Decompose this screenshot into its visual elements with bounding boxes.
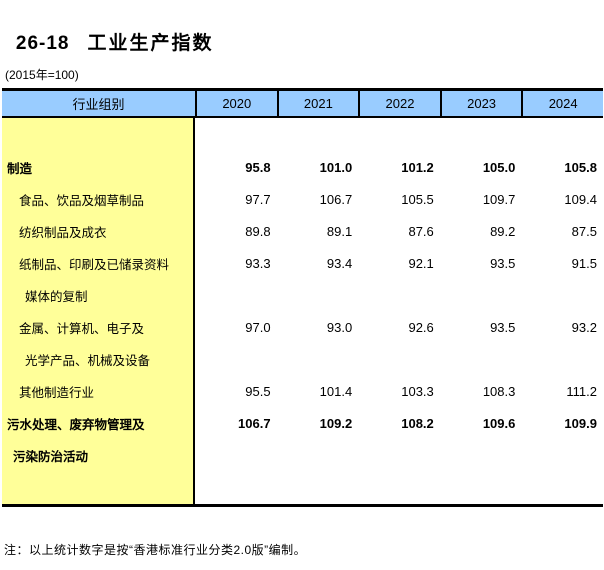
value-cell: 111.2	[566, 383, 597, 399]
value-cell: 93.4	[326, 255, 353, 271]
row-label-cell: 食品、饮品及烟草制品	[2, 183, 195, 215]
table-header-row: 行业组别 2020 2021 2022 2023 2024	[2, 91, 603, 118]
value-cell: 109.6	[482, 415, 516, 431]
column-header-year-2021: 2021	[276, 91, 359, 116]
spacer-row	[2, 118, 603, 151]
table-row-other-manufacturing: 其他制造行业 95.5 101.4 103.3 108.3 111.2	[2, 375, 603, 407]
column-header-year-2022: 2022	[358, 91, 440, 116]
row-label: 其他制造行业	[19, 385, 95, 400]
value-cell: 89.1	[326, 223, 353, 239]
value-cell: 106.7	[238, 415, 271, 431]
value-cell: 93.5	[490, 319, 516, 335]
value-cell: 95.5	[245, 383, 271, 399]
value-cell: 109.4	[564, 191, 597, 207]
value-cell: 93.0	[326, 319, 353, 335]
row-label: 纸制品、印刷及已储录资料	[19, 257, 170, 272]
value-cell: 105.8	[564, 159, 597, 175]
table-number: 26-18	[15, 33, 70, 54]
row-label: 食品、饮品及烟草制品	[19, 193, 145, 208]
footnote: 注：以上统计数字是按“香港标准行业分类2.0版”编制。	[4, 543, 307, 557]
page-title: 26-18 工业生产指数	[7, 10, 214, 55]
column-header-industry-group: 行业组别	[72, 97, 125, 112]
row-label-continuation: 污染防治活动	[13, 449, 89, 464]
value-cell: 91.5	[571, 255, 597, 271]
value-cell: 89.8	[245, 223, 271, 239]
value-cell: 92.6	[408, 319, 434, 335]
value-cell: 92.1	[408, 255, 434, 271]
value-cell: 97.0	[245, 319, 271, 335]
row-label: 纺织制品及成衣	[19, 225, 107, 240]
industrial-production-index-table: 行业组别 2020 2021 2022 2023 2024 制造 95.8 10…	[2, 88, 603, 507]
value-cell: 105.5	[401, 191, 434, 207]
row-label: 制造	[7, 161, 33, 176]
row-label-cell: 制造	[2, 151, 195, 183]
row-label-continuation: 媒体的复制	[25, 289, 88, 304]
base-period-subtitle: (2015年=100)	[5, 68, 79, 82]
row-label-cell: 金属、计算机、电子及 光学产品、机械及设备	[2, 311, 195, 375]
value-cell: 95.8	[245, 159, 271, 175]
value-cell: 108.3	[482, 383, 516, 399]
value-cell: 101.2	[401, 159, 434, 175]
value-cell: 97.7	[245, 191, 271, 207]
column-header-year-2023: 2023	[439, 91, 522, 116]
value-cell: 101.0	[319, 159, 353, 175]
table-row-food-beverages-tobacco: 食品、饮品及烟草制品 97.7 106.7 105.5 109.7 109.4	[2, 183, 603, 215]
value-cell: 109.7	[482, 191, 516, 207]
label-column-spacer	[2, 471, 195, 504]
row-label-cell: 纸制品、印刷及已储录资料 媒体的复制	[2, 247, 195, 311]
table-title-text: 工业生产指数	[87, 33, 214, 54]
value-cell: 87.5	[571, 223, 597, 239]
row-label-cell: 污水处理、废弃物管理及 污染防治活动	[2, 407, 195, 471]
table-row-sewerage-waste-management: 污水处理、废弃物管理及 污染防治活动 106.7 109.2 108.2 109…	[2, 407, 603, 471]
value-cell: 89.2	[490, 223, 516, 239]
value-cell: 109.9	[564, 415, 597, 431]
value-cell: 87.6	[408, 223, 434, 239]
value-cell: 109.2	[319, 415, 353, 431]
value-cell: 103.3	[401, 383, 434, 399]
row-label: 金属、计算机、电子及	[19, 321, 145, 336]
table-body: 制造 95.8 101.0 101.2 105.0 105.8 食品、饮品及烟草…	[2, 118, 603, 504]
value-cell: 106.7	[319, 191, 353, 207]
table-row-paper-printing-recorded-media: 纸制品、印刷及已储录资料 媒体的复制 93.3 93.4 92.1 93.5 9…	[2, 247, 603, 311]
label-column-spacer	[2, 118, 195, 151]
value-cell: 101.4	[319, 383, 353, 399]
table-row-metal-computer-electronics: 金属、计算机、电子及 光学产品、机械及设备 97.0 93.0 92.6 93.…	[2, 311, 603, 375]
table-row-textiles-wearing-apparel: 纺织制品及成衣 89.8 89.1 87.6 89.2 87.5	[2, 215, 603, 247]
row-label-cell: 其他制造行业	[2, 375, 195, 407]
row-label: 污水处理、废弃物管理及	[7, 417, 145, 432]
row-label-cell: 纺织制品及成衣	[2, 215, 195, 247]
spacer-row	[2, 471, 603, 504]
value-cell: 105.0	[482, 159, 516, 175]
table-row-manufacturing: 制造 95.8 101.0 101.2 105.0 105.8	[2, 151, 603, 183]
value-cell: 93.3	[245, 255, 271, 271]
value-cell: 93.5	[490, 255, 516, 271]
value-cell: 93.2	[571, 319, 597, 335]
column-header-year-2020: 2020	[195, 91, 277, 116]
column-header-year-2024: 2024	[521, 91, 603, 116]
value-cell: 108.2	[401, 415, 434, 431]
row-label-continuation: 光学产品、机械及设备	[25, 353, 151, 368]
